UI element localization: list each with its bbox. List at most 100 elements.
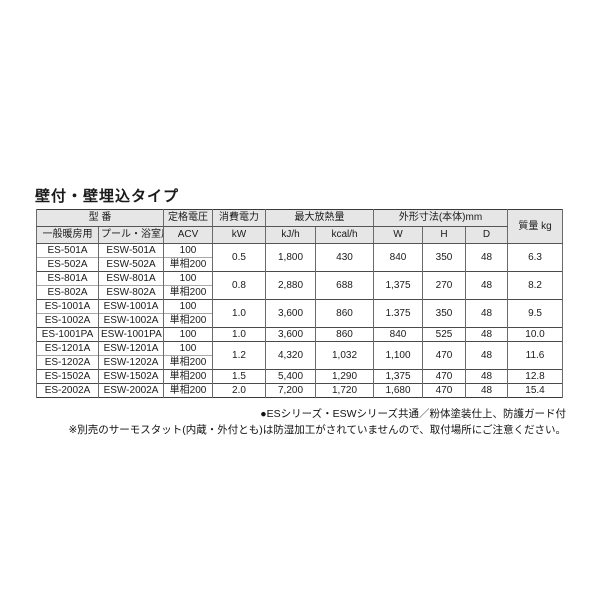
kcalh-value: 1,720 [315,383,374,398]
header-height: H [422,226,466,244]
table-row: ES-1002A ESW-1002A 単相200 [36,313,563,328]
model-pool: ESW-1502A [98,369,164,384]
header-general-heating: 一般暖房用 [36,226,99,244]
height-value: 525 [422,327,466,342]
header-power-unit: kW [212,226,266,244]
kjh-value: 4,320 [265,341,316,370]
kcalh-value: 1,290 [315,369,374,384]
voltage-value: 100 [163,243,213,258]
header-rated-voltage: 定格電圧 [163,209,213,227]
depth-value: 48 [464,383,509,398]
model-general: ES-1502A [36,369,99,384]
voltage-value: 単相200 [163,285,213,300]
mass-value: 10.0 [507,327,564,342]
table-row: ES-1001PA ESW-1001PA 100 1.0 3,600 860 8… [36,327,564,342]
table-row: ES-1001A ESW-1001A 100 1.0 3,600 860 1.3… [36,299,564,328]
width-value: 1,100 [373,341,423,370]
depth-value: 48 [464,299,509,328]
voltage-value: 100 [163,341,213,356]
voltage-value: 単相200 [163,257,213,272]
model-pool: ESW-1201A [98,341,164,356]
depth-value: 48 [464,369,509,384]
depth-value: 48 [464,341,509,370]
kjh-value: 3,600 [265,327,316,342]
model-general: ES-802A [36,285,99,300]
kcalh-value: 1,032 [315,341,374,370]
header-power-consumption: 消費電力 [212,209,266,227]
width-value: 1,375 [373,271,423,300]
mass-value: 9.5 [507,299,564,328]
mass-value: 8.2 [507,271,564,300]
model-pool: ESW-802A [98,285,164,300]
table-row: ES-1201A ESW-1201A 100 1.2 4,320 1,032 1… [36,341,564,370]
mass-value: 15.4 [507,383,564,398]
header-dimensions: 外形寸法(本体)mm [372,209,509,227]
header-width: W [373,226,423,244]
height-value: 350 [422,243,466,272]
model-pool: ESW-1001PA [98,327,164,342]
model-general: ES-1201A [36,341,99,356]
height-value: 270 [422,271,466,300]
height-value: 350 [422,299,466,328]
kcalh-value: 430 [315,243,374,272]
kw-value: 1.2 [212,341,266,370]
table-row: ES-2002A ESW-2002A 単相200 2.0 7,200 1,720… [36,383,564,398]
header-kcalh-unit: kcal/h [315,226,374,244]
table-row: ES-501A ESW-501A 100 0.5 1,800 430 840 3… [36,243,564,272]
voltage-value: 単相200 [163,369,213,384]
voltage-value: 100 [163,271,213,286]
mass-value: 11.6 [507,341,564,370]
model-general: ES-502A [36,257,99,272]
model-pool: ESW-1202A [98,355,164,370]
kjh-value: 7,200 [265,383,316,398]
spec-table: 型 番 定格電圧 消費電力 最大放熱量 外形寸法(本体)mm 質量 kg 一般暖… [36,209,564,398]
kjh-value: 1,800 [265,243,316,272]
kw-value: 0.8 [212,271,266,300]
footnote-thermostat: ※別売のサーモスタット(内蔵・外付とも)は防湿加工がされていませんので、取付場所… [68,424,566,436]
model-general: ES-1001A [36,299,99,314]
voltage-value: 単相200 [163,383,213,398]
model-general: ES-1202A [36,355,99,370]
kw-value: 1.0 [212,299,266,328]
table-header: 型 番 定格電圧 消費電力 最大放熱量 外形寸法(本体)mm 質量 kg 一般暖… [36,209,564,244]
width-value: 840 [373,243,423,272]
voltage-value: 単相200 [163,355,213,370]
model-pool: ESW-1001A [98,299,164,314]
kcalh-value: 860 [315,327,374,342]
model-general: ES-1001PA [36,327,99,342]
width-value: 1,375 [373,369,423,384]
model-general: ES-801A [36,271,99,286]
footnotes: ●ESシリーズ・ESWシリーズ共通／粉体塗装仕上、防護ガード付 ※別売のサーモス… [68,406,566,438]
table-row: ES-502A ESW-502A 単相200 [36,257,563,272]
model-general: ES-501A [36,243,99,258]
table-row: ES-802A ESW-802A 単相200 [36,285,563,300]
kcalh-value: 688 [315,271,374,300]
voltage-value: 100 [163,327,213,342]
model-general: ES-1002A [36,313,99,328]
kjh-value: 3,600 [265,299,316,328]
width-value: 840 [373,327,423,342]
voltage-value: 単相200 [163,313,213,328]
header-max-heat-output: 最大放熱量 [265,209,374,227]
model-pool: ESW-801A [98,271,164,286]
header-mass: 質量 kg [507,209,564,244]
table-row: ES-801A ESW-801A 100 0.8 2,880 688 1,375… [36,271,564,300]
height-value: 470 [422,341,466,370]
table-row: ES-1202A ESW-1202A 単相200 [36,355,563,370]
height-value: 470 [422,383,466,398]
model-pool: ESW-1002A [98,313,164,328]
header-voltage-unit: ACV [163,226,213,244]
width-value: 1.375 [373,299,423,328]
page-title: 壁付・壁埋込タイプ [35,188,180,205]
height-value: 470 [422,369,466,384]
header-model-number: 型 番 [36,209,164,227]
kw-value: 1.0 [212,327,266,342]
model-general: ES-2002A [36,383,99,398]
table-row: ES-1502A ESW-1502A 単相200 1.5 5,400 1,290… [36,369,564,384]
kjh-value: 2,880 [265,271,316,300]
depth-value: 48 [464,271,509,300]
kw-value: 0.5 [212,243,266,272]
mass-value: 12.8 [507,369,564,384]
model-pool: ESW-501A [98,243,164,258]
